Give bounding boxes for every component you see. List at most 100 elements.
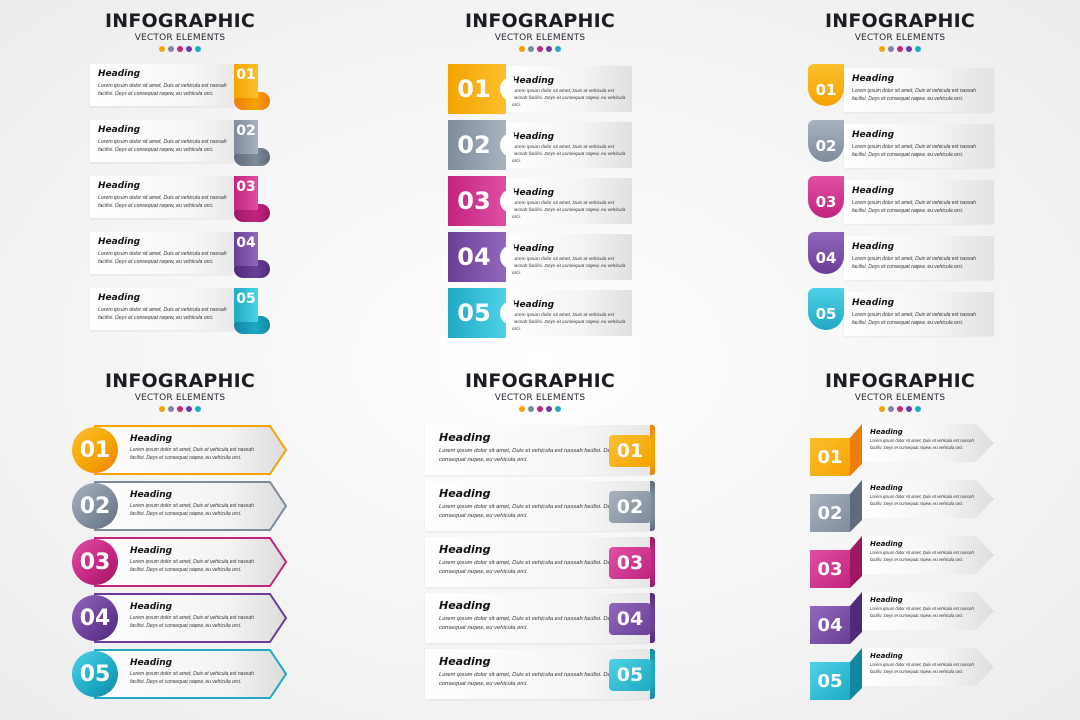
panel-subtitle: VECTOR ELEMENTS	[494, 393, 586, 403]
item-card: Heading Lorem ipsum dolor sit amet, Duis …	[506, 66, 632, 112]
item-heading: Heading	[130, 602, 173, 612]
arrow-shape	[862, 424, 994, 462]
item-number: 04	[236, 235, 256, 251]
list-item: Heading Lorem ipsum dolor sit amet, Duis …	[425, 593, 657, 645]
item-heading: Heading	[512, 244, 555, 254]
item-card: Heading Lorem ipsum dolor sit amet, Duis …	[844, 236, 994, 280]
arrow-shape	[862, 648, 994, 686]
color-dots	[0, 406, 360, 412]
item-text: Lorem ipsum dolor sit amet, Duis et vehi…	[130, 447, 254, 461]
number-badge: 02	[609, 491, 651, 523]
item-number: 05	[815, 305, 837, 323]
color-dots	[720, 46, 1080, 52]
item-number: 04	[616, 608, 644, 630]
item-text: Lorem ipsum dolor sit amet, Duis et vehi…	[852, 144, 976, 158]
color-dot-5	[555, 46, 561, 52]
number-circle: 05	[72, 651, 118, 697]
number-tab: 01	[234, 64, 258, 98]
item-number: 02	[616, 496, 644, 518]
item-text: Lorem ipsum dolor sit amet, Duis et vehi…	[512, 89, 626, 108]
item-text: Lorem ipsum dolor sit amet, Duis et vehi…	[870, 662, 974, 674]
item-heading: Heading	[130, 490, 173, 500]
cube-side	[850, 480, 862, 532]
list-item: Heading Lorem ipsum dolor sit amet, Duis …	[808, 176, 994, 226]
item-number: 03	[817, 558, 843, 580]
item-text: Lorem ipsum dolor sit amet, Duis et vehi…	[130, 671, 254, 685]
item-text-group: Heading Lorem ipsum dolor sit amet, Duis …	[870, 428, 980, 451]
number-tab: 05	[234, 288, 258, 322]
item-heading: Heading	[852, 242, 895, 252]
bookmark-badge: 05	[808, 288, 844, 330]
list-item: 04 Heading Lorem ipsum dolor sit amet, Dui…	[448, 232, 632, 282]
item-text-group: Heading Lorem ipsum dolor sit amet, Duis …	[130, 602, 260, 630]
item-number: 04	[457, 243, 491, 271]
color-dot-5	[555, 406, 561, 412]
number-circle: 03	[72, 539, 118, 585]
color-dot-3	[177, 46, 183, 52]
item-card: Heading Lorem ipsum dolor sit amet, Duis …	[90, 232, 235, 274]
arrow-shape	[862, 592, 994, 630]
item-text: Lorem ipsum dolor sit amet, Duis et vehi…	[512, 313, 626, 332]
item-heading: Heading	[852, 298, 895, 308]
cube-front: 04	[810, 606, 850, 644]
list-item: Heading Lorem ipsum dolor sit amet, Duis …	[808, 120, 994, 170]
item-text-group: Heading Lorem ipsum dolor sit amet, Duis …	[130, 546, 260, 574]
panel-header: INFOGRAPHIC VECTOR ELEMENTS	[360, 10, 720, 52]
item-heading: Heading	[98, 125, 141, 135]
number-badge: 03	[609, 547, 651, 579]
item-heading: Heading	[870, 596, 903, 604]
item-text-group: Heading Lorem ipsum dolor sit amet, Duis …	[870, 484, 980, 507]
item-text: Lorem ipsum dolor sit amet, Duis et vehi…	[852, 88, 976, 102]
item-heading: Heading	[98, 69, 141, 79]
notch-shape	[500, 133, 514, 157]
item-text: Lorem ipsum dolor sit amet, Duis et vehi…	[439, 448, 623, 463]
item-number: 02	[79, 493, 111, 519]
item-text: Lorem ipsum dolor sit amet, Duis et vehi…	[439, 616, 623, 631]
item-card: Heading Lorem ipsum dolor sit amet, Duis …	[844, 68, 994, 112]
list-item: Heading Lorem ipsum dolor sit amet, Duis …	[425, 649, 657, 701]
panel-title: INFOGRAPHIC	[104, 10, 256, 32]
color-dots	[720, 406, 1080, 412]
item-card: Heading Lorem ipsum dolor sit amet, Duis …	[90, 120, 235, 162]
list-item: 05 Heading Lorem ipsum dolor sit amet, Dui…	[448, 288, 632, 338]
color-dot-5	[195, 46, 201, 52]
number-badge: 01	[609, 435, 651, 467]
item-number: 03	[457, 187, 491, 215]
item-number: 02	[457, 131, 491, 159]
cube-front: 02	[810, 494, 850, 532]
list-item: 02 Heading Lorem ipsum dolor sit amet, Dui…	[808, 480, 994, 534]
item-number: 05	[236, 291, 256, 307]
cube-front: 03	[810, 550, 850, 588]
number-badge: 04	[609, 603, 651, 635]
item-text: Lorem ipsum dolor sit amet, Duis et vehi…	[439, 504, 623, 519]
ribbon-strip	[650, 481, 655, 531]
item-card: Heading Lorem ipsum dolor sit amet, Duis …	[90, 64, 235, 106]
item-number: 05	[616, 664, 644, 686]
item-heading: Heading	[98, 293, 141, 303]
color-dots	[360, 406, 720, 412]
list-item: 03 Heading Lorem ipsum dolor sit amet, Dui…	[72, 537, 288, 587]
item-number: 03	[236, 179, 256, 195]
list-item: 04 Heading Lorem ipsum dolor sit amet, Dui…	[808, 592, 994, 646]
item-card: Heading Lorem ipsum dolor sit amet, Duis …	[844, 292, 994, 336]
number-circle: 01	[72, 427, 118, 473]
item-text: Lorem ipsum dolor sit amet, Duis et vehi…	[98, 83, 227, 97]
list-item: Heading Lorem ipsum dolor sit amet, Duis …	[425, 481, 657, 533]
number-block: 02	[448, 120, 506, 170]
item-text: Lorem ipsum dolor sit amet, Duis et vehi…	[98, 195, 227, 209]
color-dot-1	[519, 46, 525, 52]
item-card: Heading Lorem ipsum dolor sit amet, Duis …	[90, 288, 235, 330]
color-dot-4	[546, 406, 552, 412]
number-block: 01	[448, 64, 506, 114]
item-heading: Heading	[852, 130, 895, 140]
item-text-group: Heading Lorem ipsum dolor sit amet, Duis …	[870, 540, 980, 563]
color-dot-2	[168, 46, 174, 52]
list-item: 02 Heading Lorem ipsum dolor sit amet, Dui…	[448, 120, 632, 170]
item-number: 04	[817, 614, 843, 636]
color-dot-1	[159, 46, 165, 52]
panel-header: INFOGRAPHIC VECTOR ELEMENTS	[0, 10, 360, 52]
item-number: 01	[236, 67, 256, 83]
ribbon-strip	[650, 593, 655, 643]
panel-header: INFOGRAPHIC VECTOR ELEMENTS	[0, 370, 360, 412]
color-dot-4	[906, 46, 912, 52]
